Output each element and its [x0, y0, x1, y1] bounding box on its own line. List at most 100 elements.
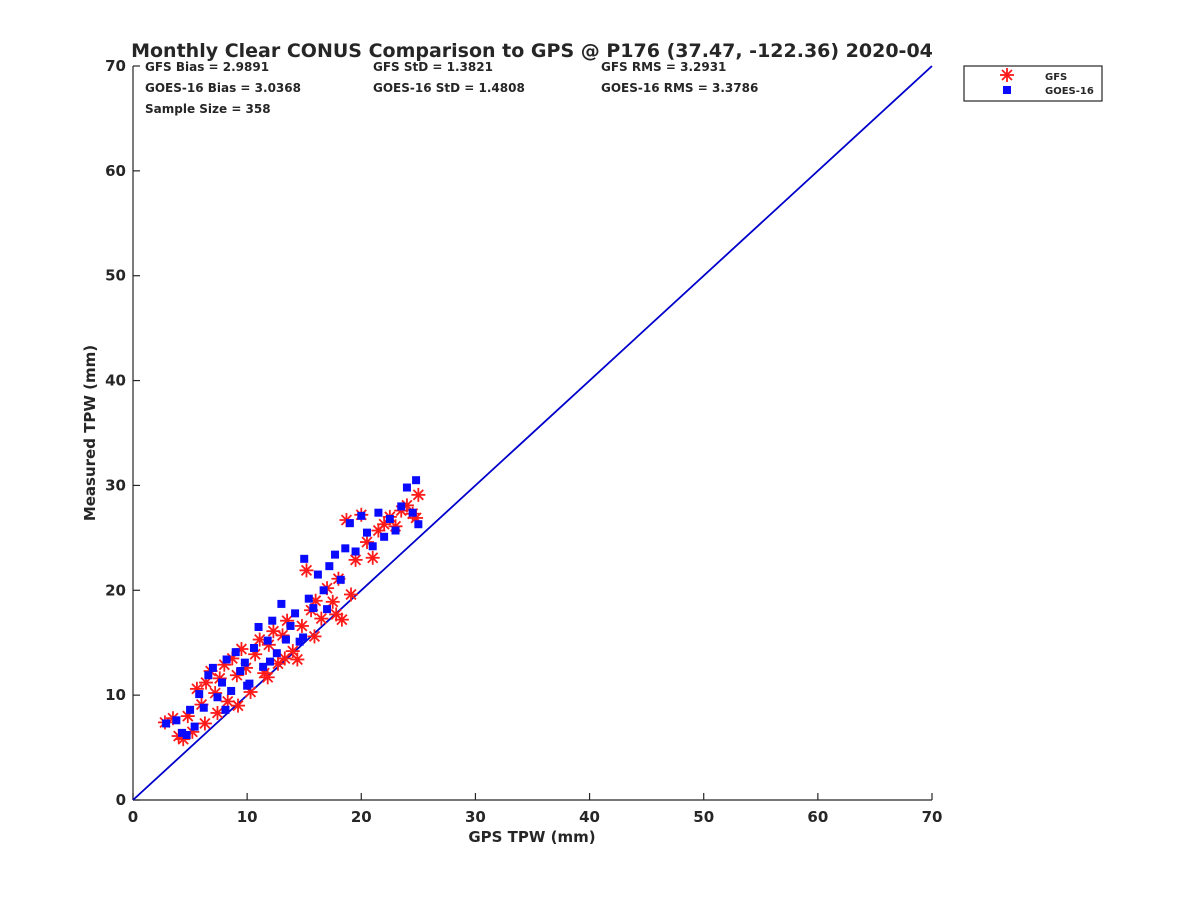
y-tick-label: 60	[105, 162, 126, 180]
goes16-point	[304, 594, 313, 603]
goes16-point	[380, 532, 389, 541]
gfs-point	[344, 587, 359, 602]
goes16-point	[336, 575, 345, 584]
goes16-point	[240, 658, 249, 667]
goes16-point	[391, 526, 400, 535]
gfs-point	[314, 611, 329, 626]
x-tick-label: 70	[922, 808, 943, 826]
goes16-point	[272, 649, 281, 658]
stat-goes16-rms: GOES-16 RMS = 3.3786	[601, 81, 758, 95]
gfs-point	[348, 552, 363, 567]
goes16-point	[182, 730, 191, 739]
x-tick-label: 20	[351, 808, 372, 826]
goes16-point	[199, 703, 208, 712]
y-tick-label: 40	[105, 372, 126, 390]
goes16-point	[374, 508, 383, 517]
stat-gfs-rms: GFS RMS = 3.2931	[601, 60, 726, 74]
gfs-point	[377, 517, 392, 532]
x-tick-label: 60	[807, 808, 828, 826]
goes16-point	[309, 604, 318, 613]
legend-box	[963, 65, 1103, 102]
goes16-point	[313, 570, 322, 579]
goes16-point	[331, 550, 340, 559]
goes16-point	[259, 662, 268, 671]
gfs-point	[325, 594, 340, 609]
goes16-point	[162, 719, 171, 728]
gfs-point	[260, 670, 275, 685]
legend: GFS GOES-16	[963, 65, 1103, 102]
goes16-point	[254, 622, 263, 631]
goes16-point	[286, 621, 295, 630]
stat-goes16-std: GOES-16 StD = 1.4808	[373, 81, 525, 95]
gfs-point	[197, 716, 212, 731]
goes16-point	[414, 520, 423, 529]
gfs-point	[299, 563, 314, 578]
goes16-point	[243, 681, 252, 690]
goes16-point	[277, 599, 286, 608]
goes16-point	[345, 519, 354, 528]
x-ticks: 0 10 20 30 40 50 60 70	[128, 793, 943, 826]
goes16-point	[325, 562, 334, 571]
legend-gfs-marker	[1000, 68, 1014, 82]
goes16-point	[231, 648, 240, 657]
goes16-point	[402, 483, 411, 492]
stat-sample-size: Sample Size = 358	[145, 102, 271, 116]
goes16-point	[236, 667, 245, 676]
gfs-point	[365, 550, 380, 565]
goes16-point	[397, 502, 406, 511]
x-tick-label: 30	[465, 808, 486, 826]
y-axis-label: Measured TPW (mm)	[81, 345, 99, 521]
goes16-point	[227, 686, 236, 695]
x-tick-label: 50	[693, 808, 714, 826]
stat-goes16-bias: GOES-16 Bias = 3.0368	[145, 81, 301, 95]
axes: 0 10 20 30 40 50 60 70 0 10 20 30 40 50 60 70	[105, 57, 942, 826]
goes16-point	[190, 722, 199, 731]
goes16-point	[368, 542, 377, 551]
y-ticks: 0 10 20 30 40 50 60 70	[105, 57, 140, 809]
legend-gfs-asterisk	[1000, 68, 1014, 82]
x-tick-label: 0	[128, 808, 138, 826]
y-tick-label: 0	[116, 791, 126, 809]
stat-gfs-bias: GFS Bias = 2.9891	[145, 60, 269, 74]
goes16-point	[213, 693, 222, 702]
goes16-point	[412, 476, 421, 485]
gfs-point	[307, 629, 322, 644]
legend-goes16-square	[1003, 86, 1011, 94]
goes16-point	[208, 663, 217, 672]
stat-gfs-std: GFS StD = 1.3821	[373, 60, 493, 74]
goes16-point	[323, 605, 332, 614]
x-tick-label: 40	[579, 808, 600, 826]
y-tick-label: 30	[105, 476, 126, 494]
y-tick-label: 50	[105, 267, 126, 285]
goes16-point	[265, 657, 274, 666]
goes16-point	[222, 655, 231, 664]
y-tick-label: 20	[105, 581, 126, 599]
goes16-point	[195, 690, 204, 699]
x-tick-label: 10	[237, 808, 258, 826]
goes16-point	[291, 609, 300, 618]
goes16-point	[249, 643, 258, 652]
legend-goes16-marker	[1003, 86, 1011, 94]
gfs-point	[329, 607, 344, 622]
gfs-point	[290, 652, 305, 667]
y-tick-label: 10	[105, 686, 126, 704]
goes16-point	[341, 544, 350, 553]
series-goes16	[162, 476, 423, 739]
goes16-point	[357, 511, 366, 520]
goes16-point	[385, 514, 394, 523]
goes16-point	[299, 633, 308, 642]
goes16-point	[295, 637, 304, 646]
goes16-point	[362, 528, 371, 537]
goes16-point	[186, 705, 195, 714]
gfs-point	[210, 705, 225, 720]
goes16-point	[319, 586, 328, 595]
goes16-point	[221, 705, 230, 714]
chart-title: Monthly Clear CONUS Comparison to GPS @ …	[131, 40, 933, 62]
legend-gfs-label: GFS	[1045, 72, 1067, 83]
gfs-point	[231, 698, 246, 713]
stats-block: GFS Bias = 2.9891 GFS StD = 1.3821 GFS R…	[145, 60, 758, 116]
goes16-point	[281, 635, 290, 644]
goes16-point	[204, 671, 213, 680]
gfs-point	[294, 618, 309, 633]
